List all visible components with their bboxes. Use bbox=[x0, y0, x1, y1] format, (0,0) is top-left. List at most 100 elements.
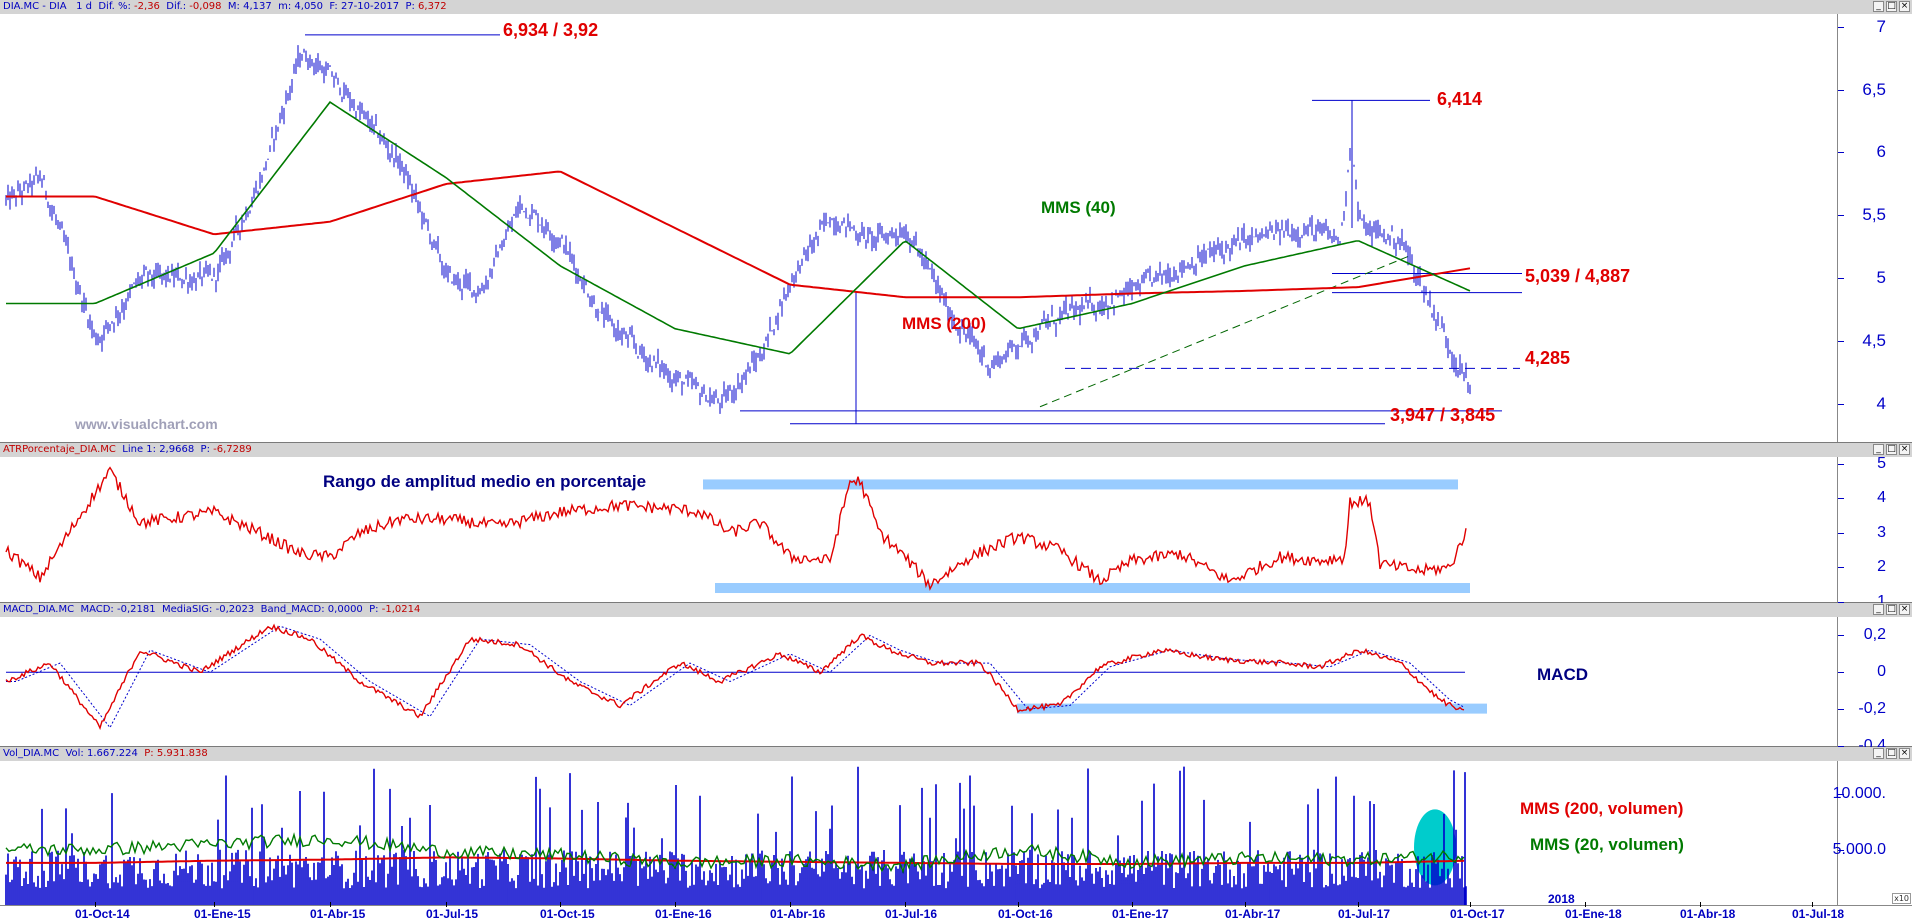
x-tick-label: 01-Oct-14 bbox=[75, 907, 130, 921]
y-tick-label: 2 bbox=[1877, 558, 1886, 576]
atr-band-upper bbox=[703, 479, 1458, 490]
dif-pct-value: -2,36 bbox=[134, 1, 160, 12]
y-tick-label: 5 bbox=[1876, 268, 1886, 288]
y-tick-label: 5 bbox=[1877, 454, 1886, 472]
x-tick-mark bbox=[905, 902, 906, 907]
period-label: 1 d bbox=[76, 1, 92, 12]
mms40-label: MMS (40) bbox=[1041, 198, 1116, 217]
max-value: 4,137 bbox=[243, 1, 272, 12]
x-tick-label: 01-Ene-18 bbox=[1565, 907, 1622, 921]
macd-header: MACD_DIA.MC MACD: -0,2181 MediaSIG: -0,2… bbox=[0, 603, 1912, 617]
volume-name: Vol_DIA.MC bbox=[3, 748, 60, 759]
macd-panel[interactable]: MACD_DIA.MC MACD: -0,2181 MediaSIG: -0,2… bbox=[0, 603, 1912, 754]
y-tick-label: -0,2 bbox=[1858, 700, 1886, 718]
minimize-icon[interactable]: _ bbox=[1873, 748, 1884, 759]
y-tick-mark bbox=[1838, 26, 1844, 28]
macd-name: MACD_DIA.MC bbox=[3, 604, 75, 615]
atr-line-label: Line 1: bbox=[122, 444, 156, 455]
atr-plot[interactable] bbox=[0, 443, 1838, 602]
x-tick-mark bbox=[1358, 902, 1359, 907]
close-icon[interactable]: × bbox=[1899, 748, 1910, 759]
x-tick-mark bbox=[214, 902, 215, 907]
restore-icon[interactable]: □ bbox=[1886, 748, 1897, 759]
volume-highlight bbox=[1414, 809, 1456, 886]
macd-p-label: P: bbox=[369, 604, 379, 615]
y-tick-mark bbox=[1838, 215, 1844, 217]
max-label: M: bbox=[227, 1, 240, 12]
x-tick-mark bbox=[1245, 902, 1246, 907]
price-plot[interactable] bbox=[0, 0, 1838, 442]
close-icon[interactable]: × bbox=[1899, 604, 1910, 615]
macd-signal-line bbox=[6, 625, 1465, 729]
minimize-icon[interactable]: _ bbox=[1873, 444, 1884, 455]
date-value: 27-10-2017 bbox=[340, 1, 400, 12]
price-panel[interactable]: DIA.MC - DIA 1 d Dif. %: -2,36 Dif.: -0,… bbox=[0, 0, 1912, 443]
restore-icon[interactable]: □ bbox=[1886, 444, 1897, 455]
x-tick-label: 01-Abr-15 bbox=[310, 907, 366, 921]
x-tick-label: 01-Jul-16 bbox=[885, 907, 938, 921]
window-controls: _ □ × bbox=[1873, 1, 1910, 13]
atr-p-label: P: bbox=[200, 444, 210, 455]
x-tick-label: 01-Abr-18 bbox=[1680, 907, 1736, 921]
mms200-label: MMS (200) bbox=[902, 314, 987, 333]
price-y-axis[interactable]: 7 6,5 6 5,5 5 4,5 4 bbox=[1837, 14, 1912, 442]
y-tick-label: 4,5 bbox=[1862, 331, 1886, 351]
y-tick-mark bbox=[1838, 602, 1844, 603]
x-tick-mark bbox=[1812, 902, 1813, 907]
atr-line bbox=[5, 466, 1467, 591]
restore-icon[interactable]: □ bbox=[1886, 604, 1897, 615]
price-bars bbox=[5, 45, 1471, 414]
volume-mms200-line bbox=[6, 856, 1465, 865]
y-tick-mark bbox=[1838, 532, 1844, 534]
x-tick-label: 01-Abr-17 bbox=[1225, 907, 1281, 921]
volume-y-axis[interactable]: 10.000. 5.000.0 bbox=[1833, 761, 1912, 905]
min-label: m: bbox=[278, 1, 292, 12]
mms200-line bbox=[6, 170, 1471, 299]
y-tick-label: 10.000. bbox=[1832, 785, 1886, 803]
x-tick-mark bbox=[95, 902, 96, 907]
x-tick-mark bbox=[446, 902, 447, 907]
atr-name: ATRPorcentaje_DIA.MC bbox=[3, 444, 116, 455]
annotation-high-1: 6,934 / 3,92 bbox=[503, 20, 599, 40]
atr-panel[interactable]: ATRPorcentaje_DIA.MC Line 1: 2,9668 P: -… bbox=[0, 443, 1912, 610]
y-tick-mark bbox=[1838, 498, 1844, 500]
y-tick-mark bbox=[1838, 746, 1844, 747]
x-tick-mark bbox=[1700, 902, 1701, 907]
macd-value: -0,2181 bbox=[117, 604, 156, 615]
dif-pct-label: Dif. %: bbox=[98, 1, 131, 12]
y-tick-mark bbox=[1838, 635, 1844, 637]
volume-bars bbox=[5, 766, 1467, 905]
x-tick-label: 01-Ene-15 bbox=[194, 907, 251, 921]
x-axis[interactable]: 2018 01-Oct-14 01-Ene-15 01-Abr-15 01-Jul-1… bbox=[0, 892, 1912, 923]
y-tick-label: 5.000.0 bbox=[1832, 840, 1886, 858]
atr-p-value: -6,7289 bbox=[213, 444, 252, 455]
restore-icon[interactable]: □ bbox=[1886, 1, 1897, 12]
annotation-support: 4,285 bbox=[1525, 348, 1571, 368]
x-tick-label: 01-Jul-17 bbox=[1338, 907, 1391, 921]
y-tick-label: 0,2 bbox=[1863, 626, 1886, 644]
close-icon[interactable]: × bbox=[1899, 1, 1910, 12]
x-tick-mark bbox=[1132, 902, 1133, 907]
minimize-icon[interactable]: _ bbox=[1873, 1, 1884, 12]
volume-panel[interactable]: Vol_DIA.MC Vol: 1.667.224 P: 5.931.838 _… bbox=[0, 747, 1912, 905]
window-controls: _ □ × bbox=[1873, 444, 1910, 456]
x-tick-label: 01-Oct-17 bbox=[1450, 907, 1505, 921]
annotation-low: 3,947 / 3,845 bbox=[1390, 405, 1496, 425]
atr-y-axis[interactable]: 5 4 3 2 1 bbox=[1837, 454, 1912, 610]
x-tick-mark bbox=[1018, 902, 1019, 907]
sig-value: -0,2023 bbox=[215, 604, 255, 615]
close-icon[interactable]: × bbox=[1899, 444, 1910, 455]
y-tick-mark bbox=[1838, 278, 1844, 280]
p-value: 6,372 bbox=[418, 1, 447, 12]
atr-line-value: 2,9668 bbox=[159, 444, 195, 455]
vol-mms20-label: MMS (20, volumen) bbox=[1530, 835, 1684, 854]
dif-value: -0,098 bbox=[189, 1, 222, 12]
x-tick-label: 01-Ene-17 bbox=[1112, 907, 1169, 921]
y-tick-mark bbox=[1838, 341, 1844, 343]
macd-y-axis[interactable]: 0,2 0 -0,2 -0,4 bbox=[1837, 617, 1912, 754]
macd-plot[interactable] bbox=[0, 603, 1838, 746]
volume-plot[interactable] bbox=[0, 747, 1838, 905]
y-tick-label: 0 bbox=[1877, 663, 1886, 681]
minimize-icon[interactable]: _ bbox=[1873, 604, 1884, 615]
y-tick-mark bbox=[1838, 404, 1844, 406]
